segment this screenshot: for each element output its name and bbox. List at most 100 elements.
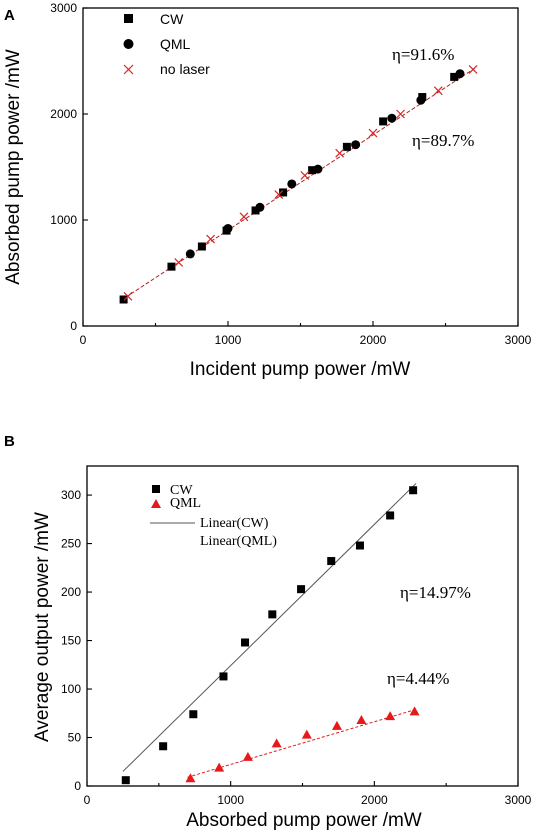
y-tick-label: 0 [74, 779, 81, 793]
data-point-no-laser [123, 291, 133, 301]
fit-line [187, 708, 417, 778]
data-point-cw [219, 672, 228, 681]
data-point-no-laser [274, 190, 284, 199]
data-point-qml [409, 706, 420, 716]
data-point-cw [409, 486, 418, 495]
data-point-cw [342, 142, 351, 151]
data-point-cw [159, 742, 168, 751]
y-tick-label: 200 [61, 585, 81, 599]
data-point-cw [197, 242, 206, 251]
legend-a-nolaser-label: no laser [160, 61, 210, 77]
legend-b-qml-marker [151, 499, 161, 508]
y-tick-label: 50 [68, 731, 82, 745]
data-point-cw [297, 585, 306, 594]
data-point-no-laser [396, 109, 405, 119]
fit-line [122, 483, 417, 772]
data-point-no-laser [300, 171, 310, 180]
legend-a-cw-label: CW [160, 11, 184, 27]
data-point-qml [385, 711, 396, 721]
panel-a-data-marks [119, 65, 478, 304]
data-point-qml [387, 113, 397, 123]
panel-a: A 0 1000 2000 3000 0 1000 2000 3000 CW QML no l… [3, 1, 532, 380]
panel-a-ticks: 0 1000 2000 3000 0 1000 2000 3000 [50, 1, 531, 347]
panel-b-annotation-2: η=4.44% [387, 669, 449, 688]
legend-a-qml-marker [123, 39, 134, 49]
x-tick-label: 0 [80, 333, 87, 347]
data-point-cw [450, 72, 459, 81]
data-point-cw [379, 117, 388, 126]
panel-b-annotation-1: η=14.97% [400, 583, 471, 602]
x-tick-label: 2000 [361, 793, 388, 807]
data-point-no-laser [468, 65, 478, 74]
legend-b-cw-label: CW [170, 483, 193, 498]
legend-a-cw-marker [124, 14, 133, 23]
panel-b-data-marks [121, 486, 420, 785]
data-point-cw [241, 638, 250, 647]
panel-b-x-axis-title: Absorbed pump power /mW [186, 810, 422, 831]
legend-b-linear-cw-label: Linear(CW) [200, 516, 269, 531]
data-point-qml [313, 164, 323, 174]
panel-b-label: B [4, 433, 15, 450]
data-point-qml [356, 715, 367, 725]
data-point-qml [416, 95, 426, 105]
data-point-qml [223, 223, 233, 233]
data-point-no-laser [335, 148, 345, 158]
x-tick-label: 3000 [505, 333, 532, 347]
panel-a-x-axis-title: Incident pump power /mW [190, 359, 411, 380]
data-point-cw [308, 166, 317, 175]
data-point-qml [185, 249, 195, 259]
legend-a-nolaser-marker [123, 64, 134, 75]
data-point-cw [355, 541, 364, 550]
legend-a-qml-label: QML [160, 36, 191, 52]
y-tick-label: 250 [61, 537, 81, 551]
data-point-no-laser [174, 257, 184, 267]
data-point-cw [279, 188, 288, 197]
data-point-cw [268, 610, 277, 619]
legend-b-linear-qml-label: Linear(QML) [200, 534, 277, 549]
x-tick-label: 1000 [215, 333, 242, 347]
x-tick-label: 2000 [360, 333, 387, 347]
panel-a-label: A [4, 7, 15, 24]
legend-b-cw-marker [152, 485, 160, 493]
data-point-qml [331, 720, 342, 730]
panel-b: B 0 1000 2000 3000 0 50 100 150 200 250 300 CW QML… [4, 433, 532, 831]
data-point-cw [386, 511, 395, 520]
panel-b-legend: CW QML Linear(CW) Linear(QML) [150, 483, 277, 549]
data-point-qml [287, 179, 297, 189]
panel-a-y-axis-title: Absorbed pump power /mW [3, 49, 24, 285]
data-point-cw [189, 710, 198, 719]
x-tick-label: 1000 [217, 793, 244, 807]
data-point-qml [242, 751, 253, 761]
data-point-qml [271, 738, 282, 748]
data-point-cw [167, 262, 176, 271]
y-tick-label: 2000 [50, 107, 77, 121]
fit-line [120, 68, 475, 301]
y-tick-label: 0 [70, 319, 77, 333]
panel-a-fit-lines [120, 68, 475, 301]
data-point-qml [185, 773, 196, 783]
panel-a-legend: CW QML no laser [123, 11, 210, 77]
data-point-cw [251, 206, 260, 215]
data-point-no-laser [206, 234, 216, 244]
legend-b-qml-label: QML [170, 496, 201, 511]
panel-a-annotation-2: η=89.7% [412, 131, 474, 150]
data-point-qml [351, 140, 361, 150]
data-point-cw [121, 776, 130, 785]
data-point-qml [255, 202, 265, 212]
data-point-qml [455, 69, 465, 79]
x-tick-label: 0 [84, 793, 91, 807]
y-tick-label: 1000 [50, 213, 77, 227]
panel-b-ticks: 0 1000 2000 3000 0 50 100 150 200 250 300 [61, 488, 532, 807]
data-point-no-laser [239, 212, 249, 222]
panel-b-fit-lines [122, 483, 417, 778]
x-tick-label: 3000 [505, 793, 532, 807]
data-point-cw [119, 295, 128, 304]
y-tick-label: 150 [61, 634, 81, 648]
y-tick-label: 3000 [50, 1, 77, 15]
data-point-cw [327, 557, 336, 566]
panel-a-annotation-1: η=91.6% [392, 45, 454, 64]
y-tick-label: 100 [61, 682, 81, 696]
data-point-qml [214, 762, 225, 772]
data-point-qml [301, 729, 312, 739]
